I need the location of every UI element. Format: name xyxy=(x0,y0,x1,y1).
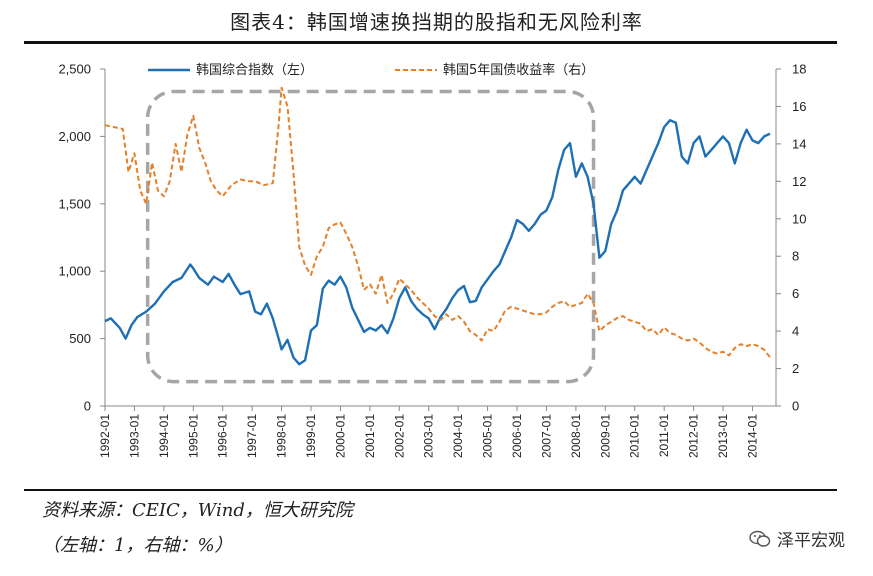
y-right-tick-label: 0 xyxy=(792,399,799,414)
axis-unit-note: （左轴：1，右轴：%） xyxy=(42,535,233,556)
x-tick-label: 1994-01 xyxy=(157,414,171,458)
x-tick-label: 2000-01 xyxy=(333,414,347,458)
x-tick-label: 2007-01 xyxy=(539,414,553,458)
x-tick-label: 1999-01 xyxy=(304,414,318,458)
x-tick-label: 2006-01 xyxy=(510,414,524,458)
y-left-tick-label: 500 xyxy=(69,331,91,346)
chart-series xyxy=(104,86,771,384)
x-tick-label: 1998-01 xyxy=(275,414,289,458)
source-note: 资料来源：CEIC，Wind，恒大研究院 xyxy=(42,500,353,521)
bottom-rule xyxy=(24,489,837,491)
x-tick-label: 1996-01 xyxy=(216,414,230,458)
series-line-kospi xyxy=(104,118,771,366)
y-right-tick-label: 6 xyxy=(792,286,799,301)
y-left-tick-label: 2,500 xyxy=(58,62,91,77)
x-tick-label: 1993-01 xyxy=(127,414,141,458)
chart-title: 图表4：韩国增速换挡期的股指和无风险利率 xyxy=(230,10,643,34)
legend-label-yield: 韩国5年国债收益率（右） xyxy=(443,62,594,78)
y-right-tick-label: 16 xyxy=(792,99,806,114)
series-line-bond-yield xyxy=(104,86,771,358)
y-right-tick-label: 12 xyxy=(792,174,806,189)
legend-label-index: 韩国综合指数（左） xyxy=(196,63,313,78)
x-tick-label: 2010-01 xyxy=(628,414,642,458)
y-left-tick-label: 0 xyxy=(84,399,91,414)
y-right-tick-label: 18 xyxy=(792,62,806,77)
y-right-tick-label: 10 xyxy=(792,211,806,226)
chart-area: 韩国综合指数（左） 韩国5年国债收益率（右） 0 500 1,000 1,500 2,0… xyxy=(58,62,806,459)
x-tick-label: 2011-01 xyxy=(657,414,671,457)
x-tick-label: 1992-01 xyxy=(98,414,112,458)
x-tick-label: 2013-01 xyxy=(716,414,730,458)
x-tick-label: 2009-01 xyxy=(598,414,612,458)
x-tick-label: 2004-01 xyxy=(451,414,465,458)
y-left-tick-label: 1,500 xyxy=(58,196,91,211)
wechat-icon xyxy=(749,530,771,547)
brand-name: 泽平宏观 xyxy=(777,531,845,551)
x-tick-label: 1997-01 xyxy=(245,414,259,458)
top-rule xyxy=(24,41,837,44)
chart-legend: 韩国综合指数（左） 韩国5年国债收益率（右） xyxy=(148,62,594,78)
y-right-tick-label: 8 xyxy=(792,249,799,264)
y-right-tick-label: 14 xyxy=(792,136,806,151)
y-left-tick-label: 1,000 xyxy=(58,264,91,279)
brand-watermark: 泽平宏观 xyxy=(749,526,845,551)
y-right-tick-label: 2 xyxy=(792,361,799,376)
x-tick-label: 2012-01 xyxy=(687,414,701,458)
y-left-tick-label: 2,000 xyxy=(58,129,91,144)
x-tick-label: 2002-01 xyxy=(392,414,406,458)
x-tick-label: 2008-01 xyxy=(569,414,583,458)
x-tick-label: 2001-01 xyxy=(363,414,377,458)
y-right-tick-label: 4 xyxy=(792,324,799,339)
x-tick-label: 2014-01 xyxy=(745,414,759,458)
highlight-box-annotation xyxy=(145,89,596,384)
x-tick-label: 2003-01 xyxy=(422,414,436,458)
chart-axes: 0 500 1,000 1,500 2,000 2,500 0 2 4 6 8 10 12 14 16 18 1… xyxy=(58,62,806,459)
x-tick-label: 1995-01 xyxy=(186,414,200,458)
x-tick-label: 2005-01 xyxy=(481,414,495,458)
